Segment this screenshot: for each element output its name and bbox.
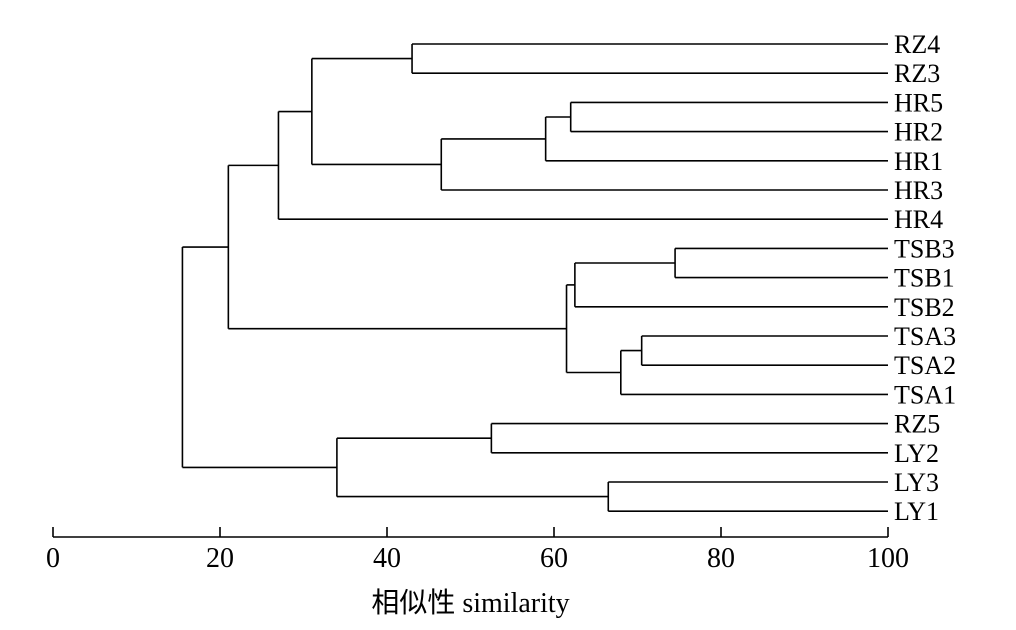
dendrogram-branches xyxy=(181,43,888,513)
leaf-label-hr4: HR4 xyxy=(894,205,943,234)
leaf-label-hr3: HR3 xyxy=(894,176,943,205)
leaf-label-rz5: RZ5 xyxy=(894,410,940,439)
leaf-label-hr5: HR5 xyxy=(894,88,943,117)
x-tick-label: 20 xyxy=(206,543,234,574)
leaf-label-tsa3: TSA3 xyxy=(894,322,956,351)
leaf-label-ly3: LY3 xyxy=(894,468,939,497)
leaf-label-tsb2: TSB2 xyxy=(894,293,955,322)
leaf-label-tsb1: TSB1 xyxy=(894,264,955,293)
leaf-labels: RZ4RZ3HR5HR2HR1HR3HR4TSB3TSB1TSB2TSA3TSA… xyxy=(894,30,956,526)
x-tick-label: 40 xyxy=(373,543,401,574)
x-axis: 0 20 40 60 80 100 xyxy=(46,527,909,574)
x-tick-label: 80 xyxy=(707,543,735,574)
x-tick-label: 60 xyxy=(540,543,568,574)
x-tick-label: 0 xyxy=(46,543,60,574)
leaf-label-tsa2: TSA2 xyxy=(894,351,956,380)
leaf-label-hr2: HR2 xyxy=(894,118,943,147)
leaf-label-rz3: RZ3 xyxy=(894,59,940,88)
leaf-label-ly1: LY1 xyxy=(894,497,939,526)
leaf-label-hr1: HR1 xyxy=(894,147,943,176)
x-tick-label: 100 xyxy=(867,543,909,574)
leaf-label-tsb3: TSB3 xyxy=(894,234,955,263)
leaf-label-rz4: RZ4 xyxy=(894,30,940,59)
leaf-label-ly2: LY2 xyxy=(894,439,939,468)
leaf-label-tsa1: TSA1 xyxy=(894,380,956,409)
x-axis-title: 相似性 similarity xyxy=(371,587,569,619)
